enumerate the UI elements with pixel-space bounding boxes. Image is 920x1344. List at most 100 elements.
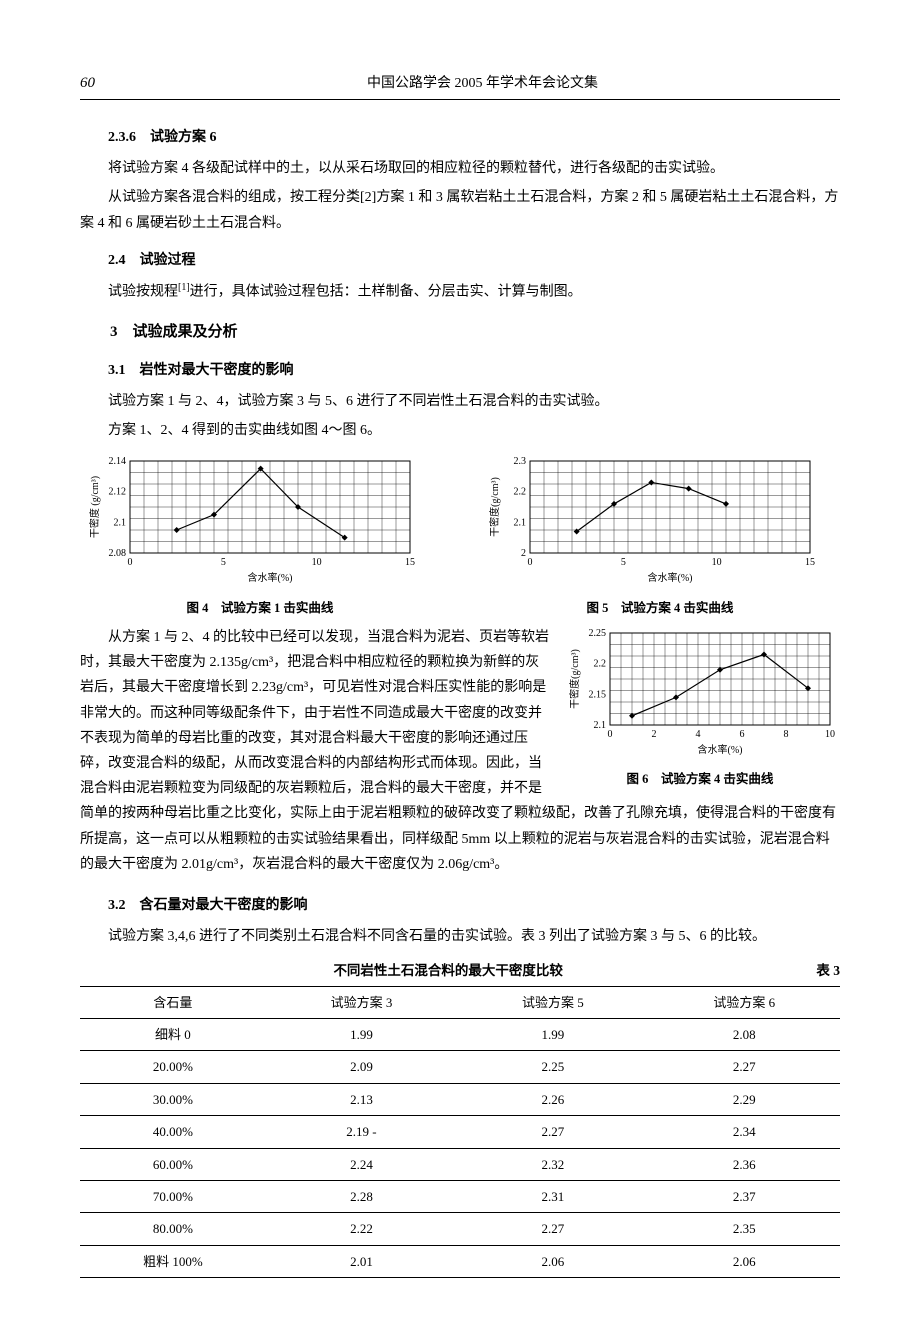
table-cell: 2.22 [266, 1213, 457, 1245]
table-cell: 2.27 [457, 1213, 648, 1245]
svg-text:10: 10 [712, 557, 722, 568]
table-cell: 细料 0 [80, 1018, 266, 1050]
table-cell: 2.27 [649, 1051, 840, 1083]
table-cell: 2.08 [649, 1018, 840, 1050]
table-cell: 2.26 [457, 1083, 648, 1115]
svg-text:2.25: 2.25 [589, 628, 607, 639]
svg-text:干密度 (g/cm³): 干密度 (g/cm³) [88, 476, 101, 538]
table-header-cell: 试验方案 6 [649, 986, 840, 1018]
table-cell: 2.29 [649, 1083, 840, 1115]
table-cell: 粗料 100% [80, 1245, 266, 1277]
svg-text:含水率(%): 含水率(%) [648, 571, 693, 583]
table-cell: 2.09 [266, 1051, 457, 1083]
table-header-cell: 试验方案 3 [266, 986, 457, 1018]
body-text: 试验按规程[1]进行，具体试验过程包括：土样制备、分层击实、计算与制图。 [80, 279, 840, 305]
body-text: 将试验方案 4 各级配试样中的土，以从采石场取回的相应粒径的颗粒替代，进行各级配… [80, 156, 840, 181]
text-fragment: 试验按规程 [108, 285, 178, 300]
page-header: 60 中国公路学会 2005 年学术年会论文集 [80, 70, 840, 100]
table-header-cell: 试验方案 5 [457, 986, 648, 1018]
chart-4-caption: 图 4 试验方案 1 击实曲线 [80, 597, 440, 620]
svg-text:2.14: 2.14 [109, 456, 127, 467]
svg-text:2: 2 [652, 729, 657, 740]
svg-text:干密度(g/cm³): 干密度(g/cm³) [488, 478, 501, 538]
svg-text:干密度(g/cm³): 干密度(g/cm³) [568, 649, 581, 709]
svg-text:10: 10 [312, 557, 322, 568]
svg-text:15: 15 [405, 557, 415, 568]
svg-text:2.1: 2.1 [594, 720, 607, 731]
svg-text:0: 0 [528, 557, 533, 568]
table-cell: 1.99 [266, 1018, 457, 1050]
wrap-section: 02468102.12.152.22.25含水率(%)干密度(g/cm³) 图 … [80, 625, 840, 881]
svg-text:2.1: 2.1 [114, 518, 127, 529]
chart-6: 02468102.12.152.22.25含水率(%)干密度(g/cm³) [560, 625, 840, 755]
table-cell: 2.06 [457, 1245, 648, 1277]
svg-text:2.12: 2.12 [109, 487, 127, 498]
svg-text:2: 2 [521, 548, 526, 559]
table-cell: 2.25 [457, 1051, 648, 1083]
table-cell: 30.00% [80, 1083, 266, 1115]
table-row: 粗料 100%2.012.062.06 [80, 1245, 840, 1277]
citation-ref: [1] [178, 282, 190, 293]
table-cell: 2.27 [457, 1116, 648, 1148]
body-text: 从试验方案各混合料的组成，按工程分类[2]方案 1 和 3 属软岩粘土土石混合料… [80, 185, 840, 235]
svg-text:含水率(%): 含水率(%) [248, 571, 293, 583]
table-cell: 2.06 [649, 1245, 840, 1277]
table-row: 70.00%2.282.312.37 [80, 1180, 840, 1212]
charts-row: 0510152.082.12.122.14含水率(%)干密度 (g/cm³) 图… [80, 453, 840, 619]
table-cell: 2.37 [649, 1180, 840, 1212]
svg-text:15: 15 [805, 557, 815, 568]
table-cell: 2.35 [649, 1213, 840, 1245]
svg-text:2.3: 2.3 [514, 456, 527, 467]
table-cell: 20.00% [80, 1051, 266, 1083]
table-cell: 2.24 [266, 1148, 457, 1180]
chart-4-box: 0510152.082.12.122.14含水率(%)干密度 (g/cm³) 图… [80, 453, 440, 619]
body-text: 方案 1、2、4 得到的击实曲线如图 4～图 6。 [80, 418, 840, 443]
table-3: 含石量试验方案 3试验方案 5试验方案 6 细料 01.991.992.0820… [80, 986, 840, 1279]
table-row: 80.00%2.222.272.35 [80, 1213, 840, 1245]
table-row: 30.00%2.132.262.29 [80, 1083, 840, 1115]
table-3-number: 表 3 [816, 959, 840, 983]
chart-5-caption: 图 5 试验方案 4 击实曲线 [480, 597, 840, 620]
heading-3: 3 试验成果及分析 [80, 319, 840, 346]
body-text: 试验方案 1 与 2、4，试验方案 3 与 5、6 进行了不同岩性土石混合料的击… [80, 389, 840, 414]
svg-text:10: 10 [825, 729, 835, 740]
text-fragment: 进行，具体试验过程包括：土样制备、分层击实、计算与制图。 [190, 285, 582, 300]
table-cell: 2.28 [266, 1180, 457, 1212]
page-number: 60 [80, 70, 95, 97]
table-row: 20.00%2.092.252.27 [80, 1051, 840, 1083]
heading-2-3-6: 2.3.6 试验方案 6 [80, 125, 840, 150]
svg-text:2.08: 2.08 [109, 548, 127, 559]
table-3-title-row: 不同岩性土石混合料的最大干密度比较 表 3 [80, 959, 840, 983]
svg-text:2.1: 2.1 [514, 518, 527, 529]
table-cell: 40.00% [80, 1116, 266, 1148]
svg-text:2.15: 2.15 [589, 689, 607, 700]
chart-5-box: 0 5 10 15 2 2.1 2.2 2.3 含水率(%) 干密度(g/cm³) 图 5 试验方… [480, 453, 840, 619]
table-cell: 2.32 [457, 1148, 648, 1180]
heading-2-4: 2.4 试验过程 [80, 248, 840, 273]
table-cell: 2.13 [266, 1083, 457, 1115]
body-text: 试验方案 3,4,6 进行了不同类别土石混合料不同含石量的击实试验。表 3 列出… [80, 924, 840, 949]
table-row: 40.00%2.19 -2.272.34 [80, 1116, 840, 1148]
table-row: 60.00%2.242.322.36 [80, 1148, 840, 1180]
table-cell: 2.34 [649, 1116, 840, 1148]
svg-text:2.2: 2.2 [594, 659, 607, 670]
chart-5: 0 5 10 15 2 2.1 2.2 2.3 含水率(%) 干密度(g/cm³) [480, 453, 820, 583]
table-cell: 2.36 [649, 1148, 840, 1180]
table-cell: 2.19 - [266, 1116, 457, 1148]
chart-4: 0510152.082.12.122.14含水率(%)干密度 (g/cm³) [80, 453, 420, 583]
table-3-title: 不同岩性土石混合料的最大干密度比较 [80, 959, 816, 983]
svg-text:4: 4 [696, 729, 701, 740]
header-title: 中国公路学会 2005 年学术年会论文集 [125, 71, 840, 96]
table-header-cell: 含石量 [80, 986, 266, 1018]
chart-6-caption: 图 6 试验方案 4 击实曲线 [560, 768, 840, 791]
heading-3-2: 3.2 含石量对最大干密度的影响 [80, 893, 840, 918]
svg-text:2.2: 2.2 [514, 487, 527, 498]
chart-6-box: 02468102.12.152.22.25含水率(%)干密度(g/cm³) 图 … [560, 625, 840, 791]
table-cell: 60.00% [80, 1148, 266, 1180]
table-cell: 80.00% [80, 1213, 266, 1245]
table-cell: 1.99 [457, 1018, 648, 1050]
table-row: 细料 01.991.992.08 [80, 1018, 840, 1050]
table-cell: 2.01 [266, 1245, 457, 1277]
svg-text:5: 5 [621, 557, 626, 568]
svg-text:6: 6 [740, 729, 745, 740]
